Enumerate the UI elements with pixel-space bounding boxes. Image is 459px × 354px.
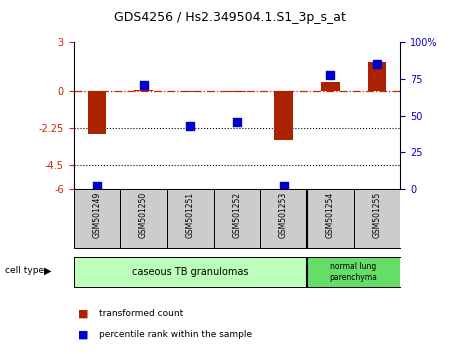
Text: GSM501255: GSM501255	[372, 192, 381, 238]
Bar	[320, 82, 339, 91]
Point	[140, 82, 147, 88]
Text: GSM501249: GSM501249	[92, 192, 101, 238]
Text: percentile rank within the sample: percentile rank within the sample	[99, 330, 252, 339]
Text: GSM501251: GSM501251	[185, 192, 194, 238]
Text: normal lung
parenchyma: normal lung parenchyma	[329, 262, 377, 282]
Text: GSM501250: GSM501250	[139, 192, 148, 238]
Text: transformed count: transformed count	[99, 309, 183, 318]
Bar	[87, 91, 106, 134]
Bar	[306, 257, 399, 287]
Point	[186, 123, 194, 129]
Bar	[367, 62, 386, 91]
Bar	[180, 91, 199, 92]
Text: ■: ■	[78, 308, 89, 318]
Text: ▶: ▶	[44, 266, 51, 276]
Bar	[134, 90, 152, 91]
Text: GSM501252: GSM501252	[232, 192, 241, 238]
Text: caseous TB granulomas: caseous TB granulomas	[132, 267, 248, 277]
Bar	[274, 91, 292, 140]
Point	[279, 183, 286, 189]
Point	[372, 62, 380, 67]
Text: GSM501253: GSM501253	[279, 192, 287, 238]
Bar	[73, 257, 306, 287]
Text: ■: ■	[78, 330, 89, 339]
Point	[326, 72, 333, 78]
Text: GDS4256 / Hs2.349504.1.S1_3p_s_at: GDS4256 / Hs2.349504.1.S1_3p_s_at	[114, 11, 345, 24]
Bar	[227, 91, 246, 92]
Text: GSM501254: GSM501254	[325, 192, 334, 238]
Text: cell type: cell type	[5, 266, 44, 275]
Point	[233, 119, 240, 125]
Point	[93, 183, 101, 189]
